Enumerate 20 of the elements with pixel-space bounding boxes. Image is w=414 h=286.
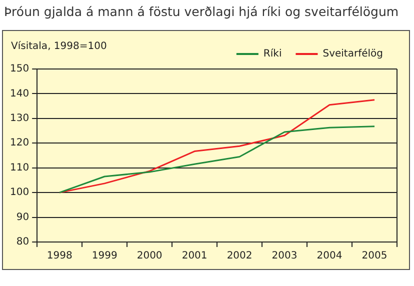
x-tick-label: 2002 bbox=[226, 250, 252, 262]
y-tick-label: 110 bbox=[10, 162, 30, 174]
y-tick-label: 80 bbox=[16, 236, 30, 248]
x-tick-label: 2001 bbox=[182, 250, 208, 262]
chart-title: Þróun gjalda á mann á föstu verðlagi hjá ríki og sveitarfélögum bbox=[4, 4, 399, 19]
legend-label: Sveitarfélög bbox=[322, 48, 384, 60]
x-tick-label: 2004 bbox=[316, 250, 342, 262]
y-tick-label: 150 bbox=[10, 64, 30, 75]
legend-label: Ríki bbox=[263, 48, 282, 60]
x-tick-label: 2000 bbox=[136, 250, 162, 262]
x-tick-label: 1999 bbox=[92, 250, 118, 262]
y-tick-label: 140 bbox=[10, 88, 30, 100]
y-tick-label: 90 bbox=[16, 212, 30, 223]
x-tick-label: 2003 bbox=[272, 250, 298, 262]
x-tick-label: 2005 bbox=[362, 250, 388, 262]
x-tick-label: 1998 bbox=[46, 250, 72, 262]
y-tick-label: 130 bbox=[10, 113, 30, 124]
y-tick-label: 100 bbox=[10, 187, 30, 198]
y-tick-label: 120 bbox=[10, 138, 30, 149]
y-axis-title: Vísitala, 1998=100 bbox=[11, 41, 107, 52]
